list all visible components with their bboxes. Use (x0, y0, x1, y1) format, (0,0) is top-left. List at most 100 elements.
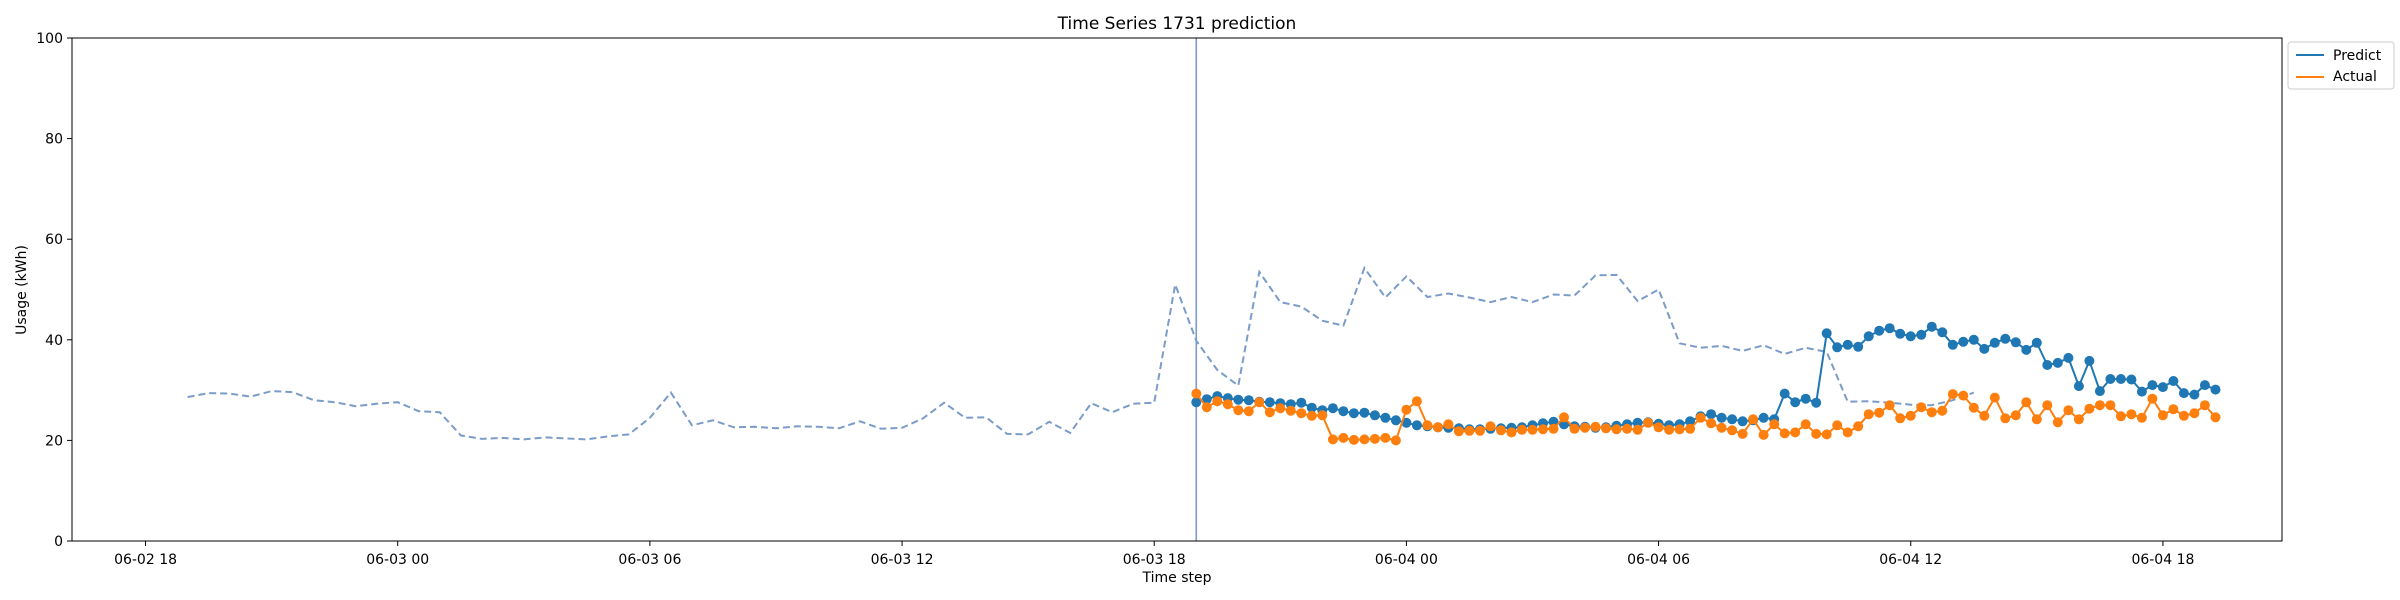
y-tick-label: 0 (54, 534, 63, 550)
actual-point (1422, 420, 1433, 431)
x-axis-label: Time step (1142, 570, 1212, 586)
y-tick-label: 80 (45, 132, 63, 148)
predict-point (1737, 416, 1748, 427)
actual-point (1853, 421, 1864, 432)
actual-point (1527, 424, 1538, 435)
predict-point (1296, 397, 1307, 408)
actual-point (1737, 428, 1748, 439)
actual-point (1947, 389, 1958, 400)
actual-point (1401, 404, 1412, 415)
actual-point (1432, 422, 1443, 433)
predict-point (2157, 382, 2168, 393)
predict-point (1905, 331, 1916, 342)
y-axis: 0 20 40 60 80 100 (36, 31, 72, 550)
predict-point (1411, 420, 1422, 431)
actual-point (1380, 432, 1391, 443)
actual-point (1842, 427, 1853, 438)
actual-point (1569, 423, 1580, 434)
predict-point (2042, 360, 2053, 370)
actual-point (1811, 428, 1822, 439)
actual-point (2021, 397, 2032, 408)
actual-point (1643, 417, 1654, 428)
predict-point (1327, 403, 1338, 414)
actual-point (1979, 410, 1990, 421)
actual-point (1233, 405, 1244, 416)
actual-point (1790, 427, 1801, 438)
actual-point (1989, 392, 2000, 403)
actual-point (1695, 412, 1706, 423)
actual-point (1338, 432, 1349, 443)
actual-point (1201, 402, 1212, 413)
actual-point (1275, 403, 1286, 414)
actual-point (1496, 425, 1506, 436)
predict-point (2105, 374, 2116, 384)
predict-point (1758, 412, 1769, 423)
predict-point (1548, 416, 1559, 427)
x-tick-label: 06-03 06 (618, 552, 681, 568)
actual-point (1359, 434, 1370, 445)
y-tick-label: 60 (45, 232, 63, 248)
predict-point (1821, 328, 1832, 339)
actual-point (2178, 410, 2189, 421)
predict-point (1968, 334, 1979, 345)
predict-point (1958, 336, 1969, 347)
actual-point (1653, 422, 1664, 433)
actual-point (1222, 399, 1233, 410)
predict-point (2189, 389, 2200, 400)
actual-point (1327, 434, 1338, 445)
predict-point (2199, 380, 2210, 391)
predict-point (1706, 409, 1717, 420)
actual-point (2031, 414, 2042, 425)
actual-point (1475, 425, 1485, 436)
x-tick-label: 06-04 00 (1375, 552, 1438, 568)
plot-content (187, 38, 2221, 541)
actual-point (1611, 424, 1622, 435)
predict-point (1853, 341, 1864, 352)
actual-point (1758, 429, 1769, 440)
actual-point (2147, 393, 2158, 404)
predict-point (1401, 417, 1412, 428)
predict-point (1842, 339, 1853, 350)
predict-point (2084, 355, 2095, 366)
actual-point (1590, 421, 1601, 432)
actual-point (2126, 409, 2137, 420)
actual-point (2189, 408, 2200, 419)
history-line (187, 265, 1975, 441)
predict-point (2168, 376, 2179, 386)
predict-point (2073, 381, 2084, 392)
actual-point (1821, 429, 1832, 440)
actual-point (1863, 409, 1874, 420)
predict-point (1916, 329, 1927, 340)
actual-point (1800, 419, 1811, 430)
predict-point (1779, 388, 1790, 399)
actual-point (2115, 411, 2126, 422)
actual-point (1485, 421, 1496, 432)
actual-point (2042, 400, 2053, 411)
predict-point (2021, 344, 2032, 355)
predict-point (1727, 414, 1738, 425)
actual-point (1632, 424, 1643, 435)
predict-point (1264, 397, 1275, 408)
predict-point (1895, 328, 1906, 339)
actual-point (1622, 423, 1633, 434)
predict-point (1937, 327, 1948, 338)
actual-point (1559, 412, 1569, 423)
actual-point (1895, 413, 1906, 424)
plot-frame (71, 37, 2283, 542)
predict-point (1832, 342, 1843, 353)
predict-point (1863, 331, 1874, 342)
actual-point (2084, 403, 2095, 414)
predict-point (1390, 415, 1401, 426)
actual-point (1548, 423, 1559, 434)
predict-point (2210, 384, 2221, 395)
actual-point (1884, 400, 1895, 411)
actual-point (1191, 388, 1202, 399)
actual-point (1264, 407, 1275, 418)
actual-point (1748, 414, 1759, 425)
actual-point (1464, 425, 1475, 436)
legend-label-predict: Predict (2333, 48, 2382, 64)
actual-point (1411, 396, 1422, 407)
actual-point (2063, 405, 2074, 416)
predict-point (2094, 386, 2105, 397)
actual-point (1348, 434, 1359, 445)
